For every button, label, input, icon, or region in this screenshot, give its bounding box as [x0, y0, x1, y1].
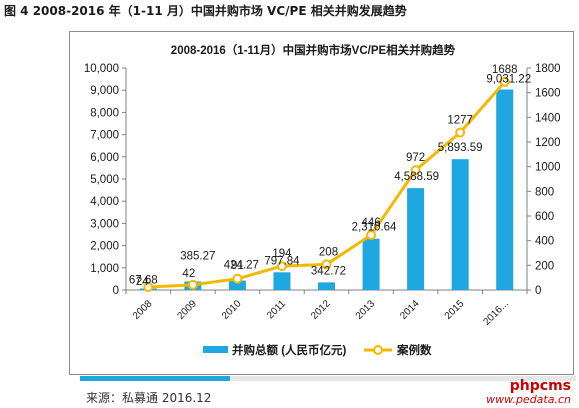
bars — [139, 89, 514, 290]
line-marker — [143, 282, 154, 293]
y-left-tick-label: 1,000 — [90, 263, 119, 275]
y-right-tick-label: 200 — [535, 260, 554, 272]
line-marker — [455, 127, 466, 138]
line-value-label: 208 — [319, 246, 338, 258]
chart-frame — [69, 31, 574, 375]
line-marker — [499, 76, 510, 87]
bar — [407, 188, 425, 290]
bar-value-label: 385.27 — [180, 250, 215, 262]
line-marker — [321, 259, 332, 270]
y-right-tick-label: 1600 — [535, 88, 561, 100]
line-marker — [276, 261, 287, 272]
line-marker — [410, 165, 421, 176]
source-text: 来源：私募通 2016.12 — [86, 391, 212, 405]
bar — [451, 159, 469, 290]
x-tick-label: 2013 — [354, 298, 378, 322]
x-tick-label: 2009 — [175, 298, 199, 322]
figure-caption: 图 4 2008-2016 年（1-11 月）中国并购市场 VC/PE 相关并购… — [4, 4, 407, 18]
x-tick-label: 2012 — [309, 298, 333, 322]
bar — [273, 272, 291, 290]
data-labels: 67.68 385.27 424.27 797.84 342.72 2,310.64 4,5… — [129, 64, 531, 288]
y-left-tick-label: 10,000 — [84, 63, 119, 75]
line-value-label: 972 — [406, 152, 425, 164]
x-tick-label: 2015 — [443, 298, 467, 322]
y-right-tick-label: 1800 — [535, 63, 561, 75]
bar-value-label: 67.68 — [129, 274, 158, 286]
bar — [362, 238, 380, 290]
y-left-tick-label: 9,000 — [90, 85, 119, 97]
bar-value-label: 2,310.64 — [352, 222, 397, 234]
y-left-tick-label: 2,000 — [90, 241, 119, 253]
y-right-tick-label: 1200 — [535, 137, 561, 149]
y-left-tick-label: 4,000 — [90, 196, 119, 208]
source-bar-fill — [80, 376, 230, 381]
legend-line-label: 案例数 — [396, 343, 432, 357]
x-tick-label: 2014 — [398, 298, 422, 322]
line-value-label: 194 — [272, 248, 292, 260]
line-marker — [187, 279, 198, 290]
y-right-tick-label: 0 — [535, 285, 541, 297]
y-left-tick-label: 3,000 — [90, 218, 119, 230]
bar-value-label: 424.27 — [224, 260, 259, 272]
x-tick-label: 2008 — [131, 298, 155, 322]
bar-value-label: 342.72 — [311, 265, 346, 277]
legend: 并购总额 (人民币亿元) 案例数 — [203, 343, 432, 357]
legend-bar-swatch — [203, 346, 228, 353]
bar — [318, 282, 335, 290]
y-right-tick-label: 600 — [535, 211, 554, 223]
y-left-tick-label: 7,000 — [90, 130, 119, 142]
y-left-tick-label: 8,000 — [90, 107, 119, 119]
chart-title: 2008-2016（1-11月）中国并购市场VC/PE相关并购趋势 — [171, 43, 456, 57]
bar-value-label: 4,588.59 — [394, 171, 439, 183]
y-left-tick-label: 0 — [113, 285, 119, 297]
bar-value-label: 797.84 — [264, 255, 300, 267]
legend-bar-label: 并购总额 (人民币亿元) — [232, 343, 347, 357]
watermark: phpcms www.pedata.cn — [486, 378, 571, 406]
y-right-tick-label: 1000 — [535, 162, 561, 174]
x-tick-label: 2016... — [481, 298, 510, 327]
line-marker — [366, 229, 377, 240]
line-value-label: 1688 — [492, 64, 518, 76]
y-left-tick-label: 6,000 — [90, 152, 119, 164]
y-right-tick-label: 400 — [535, 236, 554, 248]
bar-value-label: 5,893.59 — [438, 142, 483, 154]
bar — [228, 280, 246, 290]
y-right-tick-label: 800 — [535, 186, 554, 198]
line-value-label: 446 — [361, 217, 380, 229]
line-layer — [143, 76, 510, 293]
watermark-url: www.pedata.cn — [486, 393, 571, 406]
x-tick-label: 2010 — [220, 298, 244, 322]
legend-line-marker — [373, 345, 383, 355]
line-value-label: 1277 — [447, 115, 473, 127]
y-right-tick-label: 1400 — [535, 112, 561, 124]
bar — [496, 89, 514, 290]
line-value-label: 91 — [231, 260, 244, 272]
bar-value-label: 9,031.22 — [486, 74, 531, 86]
line-marker — [232, 273, 243, 284]
source-bar — [80, 376, 576, 381]
x-tick-label: 2011 — [265, 298, 288, 321]
watermark-logo: phpcms — [509, 378, 571, 394]
line-value-label: 24 — [136, 276, 149, 288]
y-left-tick-label: 5,000 — [90, 174, 119, 186]
line-value-label: 42 — [182, 268, 195, 280]
